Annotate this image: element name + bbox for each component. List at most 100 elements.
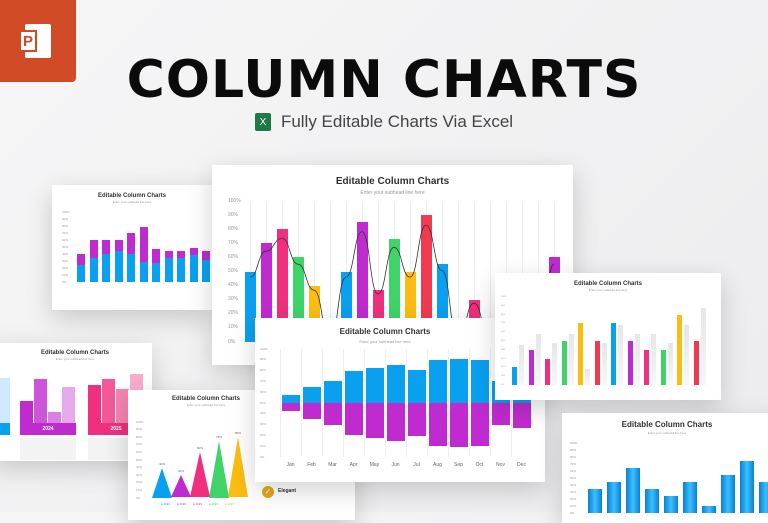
- y-tick-label: 20%: [228, 310, 239, 317]
- y-tick-label: 50%: [501, 340, 506, 342]
- y-tick-label: 70%: [570, 461, 577, 466]
- y-tick-label: 80%: [62, 223, 69, 228]
- bar-comparison: [585, 369, 590, 385]
- y-tick-label: 20%: [570, 496, 577, 501]
- bar-comparison: [535, 333, 541, 385]
- column-bar: [405, 271, 416, 342]
- bar-colored: [627, 341, 633, 385]
- year-band: 2024: [20, 423, 76, 435]
- bar-positive: [408, 369, 426, 403]
- bar-colored: [512, 367, 517, 385]
- legend-item: ● 2022: [176, 502, 187, 506]
- bar-negative: [387, 403, 405, 441]
- bar-colored: [578, 323, 583, 385]
- y-tick-label: 60%: [570, 468, 577, 473]
- check-icon: ✓: [262, 486, 274, 498]
- column-bar: [389, 239, 400, 342]
- bar-negative: [408, 403, 426, 437]
- y-tick-label: 30%: [62, 258, 69, 263]
- month-label: Aug: [433, 462, 442, 468]
- gradient-bar: [721, 474, 735, 513]
- gridline: [330, 201, 331, 342]
- month-label: Nov: [496, 462, 505, 468]
- y-tick-label: 40%: [570, 482, 577, 487]
- bar-purple: [139, 227, 148, 263]
- gradient-bar: [702, 506, 716, 513]
- y-tick-label: 80%: [260, 368, 267, 373]
- pyramid-bar: [209, 441, 229, 498]
- data-label: 60%: [196, 446, 203, 451]
- slide-gradient-columns: Editable Column Charts Enter your subhea…: [562, 413, 768, 523]
- y-tick-label: 70%: [228, 239, 239, 246]
- bar-positive: [471, 360, 489, 403]
- gridline: [490, 201, 491, 342]
- gridline: [314, 201, 315, 342]
- y-tick-label: 50%: [260, 400, 267, 405]
- y-tick-label: 60%: [62, 237, 69, 242]
- y-tick-label: 50%: [228, 268, 239, 274]
- y-tick-label: 0%: [136, 495, 141, 500]
- page-title: COLUMN CHARTS: [126, 50, 642, 110]
- y-tick-label: 100%: [570, 440, 578, 445]
- month-label: Jul: [413, 462, 420, 468]
- data-label: 40%: [158, 461, 165, 466]
- slide-title: Editable Column Charts: [339, 327, 431, 336]
- slide-subtitle: Enter your subhead line here: [359, 339, 411, 344]
- subtitle-text: Fully Editable Charts Via Excel: [280, 112, 514, 131]
- data-label: 80%: [234, 431, 241, 436]
- slide-title: Editable Column Charts: [621, 420, 713, 429]
- slide-subtitle: Enter your subhead line here: [647, 431, 687, 435]
- bar-comparison: [552, 342, 557, 385]
- gradient-bar: [759, 481, 768, 513]
- gradient-bar: [683, 481, 697, 513]
- bar-blue: [77, 264, 85, 282]
- gridline: [538, 201, 539, 342]
- group-bar: [20, 401, 33, 423]
- y-tick-label: 10%: [260, 443, 267, 448]
- month-label: May: [369, 462, 380, 468]
- gradient-bar: [740, 460, 754, 513]
- gridline: [406, 349, 407, 457]
- y-tick-label: 0%: [62, 279, 67, 284]
- bar-negative: [282, 403, 300, 412]
- bar-negative: [513, 403, 531, 428]
- gridline: [343, 349, 344, 457]
- y-tick-label: 70%: [501, 322, 506, 325]
- column-bar: [293, 257, 304, 342]
- bar-comparison: [667, 342, 673, 385]
- bar-negative: [324, 403, 342, 425]
- bar-colored: [545, 358, 550, 385]
- bar-positive: [324, 381, 342, 403]
- y-tick-label: 0%: [260, 454, 265, 459]
- y-tick-label: 90%: [570, 447, 577, 452]
- pyramid-bar: [171, 475, 191, 498]
- y-tick-label: 100%: [228, 197, 241, 204]
- y-tick-label: 90%: [260, 357, 267, 362]
- bar-comparison: [651, 333, 656, 385]
- y-tick-label: 10%: [501, 375, 506, 378]
- y-tick-label: 10%: [570, 503, 577, 508]
- slide-grouped-columns: Editable Column Charts Enter your subhea…: [0, 343, 152, 461]
- y-tick-label: 80%: [136, 434, 143, 439]
- bar-positive: [429, 359, 447, 403]
- y-tick-label: 60%: [228, 253, 239, 260]
- bar-negative: [492, 403, 510, 425]
- legend-item: ● 2021: [160, 502, 171, 506]
- group-bar: [102, 379, 115, 423]
- gridline: [301, 349, 302, 457]
- column-bar: [373, 289, 384, 342]
- gridline: [458, 201, 459, 342]
- group-bar: [88, 384, 101, 423]
- slide-subtitle: Enter your subhead line here: [588, 288, 628, 292]
- bar-blue: [189, 255, 198, 282]
- bar-purple: [114, 240, 123, 251]
- gradient-bar: [626, 467, 640, 513]
- y-tick-label: 40%: [501, 348, 506, 351]
- bar-colored: [677, 314, 682, 385]
- month-label: Jun: [391, 462, 400, 468]
- bar-purple: [102, 240, 110, 254]
- y-tick-label: 30%: [501, 357, 506, 360]
- pyramid-bar: [152, 467, 172, 498]
- bar-negative: [366, 403, 384, 439]
- slide-subtitle: Enter your subhead line here: [55, 357, 95, 361]
